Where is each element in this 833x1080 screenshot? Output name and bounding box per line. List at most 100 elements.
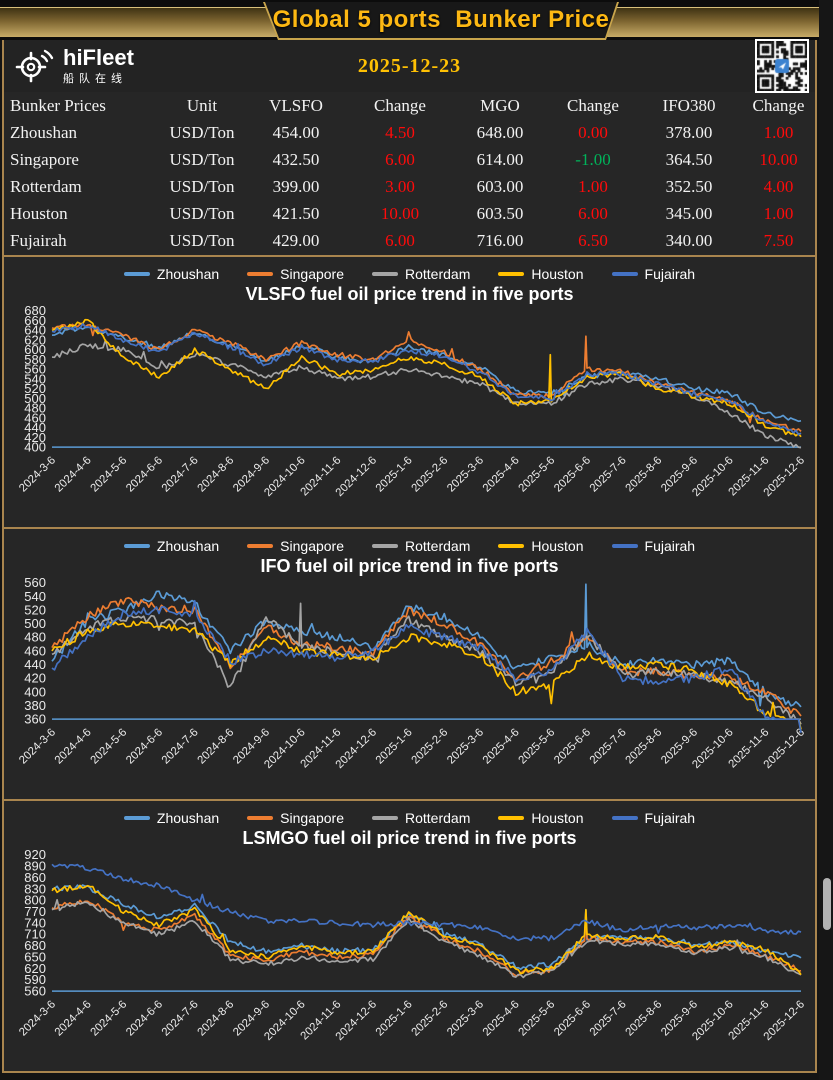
svg-text:2025-1-6: 2025-1-6 xyxy=(374,727,415,767)
svg-text:2025-6-6: 2025-6-6 xyxy=(552,999,593,1039)
header-band: Global 5 ports Bunker Price xyxy=(0,0,833,40)
table-row: Zhoushan USD/Ton 454.00 4.50 648.00 0.00 378.0… xyxy=(8,119,811,146)
port-name: Houston xyxy=(10,204,68,224)
report-date: 2025-12-23 xyxy=(357,54,462,77)
svg-text:2025-2-6: 2025-2-6 xyxy=(409,999,450,1039)
change-value: 6.00 xyxy=(385,149,415,169)
price-value: 429.00 xyxy=(272,231,320,251)
svg-text:380: 380 xyxy=(24,698,46,713)
legend-item-singapore[interactable]: Singapore xyxy=(247,810,344,826)
svg-text:560: 560 xyxy=(24,577,46,590)
svg-text:620: 620 xyxy=(24,333,46,348)
table-row: Fujairah USD/Ton 429.00 6.00 716.00 6.50 340.0… xyxy=(8,228,811,255)
legend-item-singapore[interactable]: Singapore xyxy=(247,266,344,282)
legend-item-rotterdam[interactable]: Rotterdam xyxy=(372,810,470,826)
svg-text:2024-5-6: 2024-5-6 xyxy=(88,727,129,767)
change-value: 10.00 xyxy=(380,204,420,224)
chart-canvas: 5605405205004804604404204003803602024-3-… xyxy=(17,577,807,771)
legend-label: Zhoushan xyxy=(156,810,220,826)
svg-text:400: 400 xyxy=(24,440,46,455)
svg-text:2025-6-6: 2025-6-6 xyxy=(552,455,593,495)
info-row: hiFleet 船队在线 2025-12-23 xyxy=(4,39,815,93)
price-value: 399.00 xyxy=(272,177,320,197)
column-header: Unit xyxy=(186,95,218,115)
series-line-singapore xyxy=(51,322,802,432)
svg-text:2025-4-6: 2025-4-6 xyxy=(481,727,522,767)
svg-text:2025-5-6: 2025-5-6 xyxy=(516,455,557,495)
legend-item-fujairah[interactable]: Fujairah xyxy=(611,266,695,282)
legend-item-rotterdam[interactable]: Rotterdam xyxy=(372,538,470,554)
svg-text:2024-7-6: 2024-7-6 xyxy=(160,455,201,495)
svg-text:2024-6-6: 2024-6-6 xyxy=(124,455,165,495)
column-header: Change xyxy=(374,95,426,115)
svg-text:890: 890 xyxy=(24,859,46,874)
svg-text:770: 770 xyxy=(24,904,46,919)
legend-swatch xyxy=(611,272,638,276)
svg-text:2025-6-6: 2025-6-6 xyxy=(552,727,593,767)
legend-item-zhoushan[interactable]: Zhoushan xyxy=(123,538,219,554)
chart-legend: Zhoushan Singapore Rotterdam Houston Fujaira… xyxy=(4,529,815,554)
svg-text:2025-2-6: 2025-2-6 xyxy=(409,727,450,767)
legend-label: Houston xyxy=(531,266,584,282)
price-value: 432.50 xyxy=(272,149,320,169)
svg-text:2025-3-6: 2025-3-6 xyxy=(445,455,486,495)
legend-item-rotterdam[interactable]: Rotterdam xyxy=(372,266,470,282)
scrollbar-thumb[interactable] xyxy=(823,878,831,930)
price-value: 378.00 xyxy=(665,122,713,142)
price-value: USD/Ton xyxy=(169,149,235,169)
svg-text:440: 440 xyxy=(24,657,46,672)
series-line-fujairah xyxy=(51,599,802,733)
legend-item-fujairah[interactable]: Fujairah xyxy=(611,810,696,826)
legend-swatch xyxy=(498,816,525,820)
legend-item-singapore[interactable]: Singapore xyxy=(247,538,344,554)
svg-text:500: 500 xyxy=(24,391,46,406)
column-header: Change xyxy=(752,95,805,115)
price-value: 421.50 xyxy=(272,204,320,224)
svg-text:2024-3-6: 2024-3-6 xyxy=(17,727,58,767)
series-line-houston xyxy=(51,620,802,730)
change-value: 1.00 xyxy=(763,122,794,142)
svg-text:600: 600 xyxy=(24,342,46,357)
svg-text:2024-8-6: 2024-8-6 xyxy=(195,999,236,1039)
change-value: 7.50 xyxy=(763,231,794,251)
svg-text:480: 480 xyxy=(24,401,46,416)
svg-text:2024-4-6: 2024-4-6 xyxy=(53,727,94,767)
legend-label: Houston xyxy=(531,810,584,826)
change-value: 4.00 xyxy=(763,177,794,197)
svg-text:2024-5-6: 2024-5-6 xyxy=(88,999,129,1039)
legend-label: Singapore xyxy=(280,538,344,554)
svg-text:360: 360 xyxy=(24,712,46,727)
legend-label: Fujairah xyxy=(644,810,696,826)
legend-label: Rotterdam xyxy=(405,266,471,282)
svg-text:420: 420 xyxy=(24,430,46,445)
price-value: 603.00 xyxy=(476,177,524,197)
chart-legend: Zhoushan Singapore Rotterdam Houston Fujaira… xyxy=(4,257,815,282)
column-header: MGO xyxy=(480,95,520,115)
legend-item-houston[interactable]: Houston xyxy=(498,810,584,826)
section-divider xyxy=(4,799,815,801)
port-name: Zhoushan xyxy=(10,122,78,142)
series-line-fujairah xyxy=(51,322,802,436)
legend-label: Singapore xyxy=(280,266,344,282)
svg-text:520: 520 xyxy=(24,603,46,618)
legend-item-houston[interactable]: Houston xyxy=(498,266,584,282)
svg-text:420: 420 xyxy=(24,671,46,686)
legend-item-zhoushan[interactable]: Zhoushan xyxy=(123,810,220,826)
svg-text:800: 800 xyxy=(24,893,46,908)
price-value: 716.00 xyxy=(476,231,524,251)
legend-item-fujairah[interactable]: Fujairah xyxy=(611,538,695,554)
price-value: 352.50 xyxy=(665,177,713,197)
svg-text:2025-4-6: 2025-4-6 xyxy=(481,455,522,495)
svg-text:640: 640 xyxy=(24,323,46,338)
svg-text:590: 590 xyxy=(24,972,46,987)
series-line-rotterdam xyxy=(51,898,802,979)
change-value: 1.00 xyxy=(578,177,608,197)
price-value: 603.50 xyxy=(476,204,524,224)
legend-item-zhoushan[interactable]: Zhoushan xyxy=(123,266,219,282)
series-line-singapore xyxy=(51,899,802,977)
svg-text:2024-6-6: 2024-6-6 xyxy=(124,999,165,1039)
legend-swatch xyxy=(247,816,274,820)
legend-item-houston[interactable]: Houston xyxy=(498,538,584,554)
svg-text:660: 660 xyxy=(24,313,46,328)
